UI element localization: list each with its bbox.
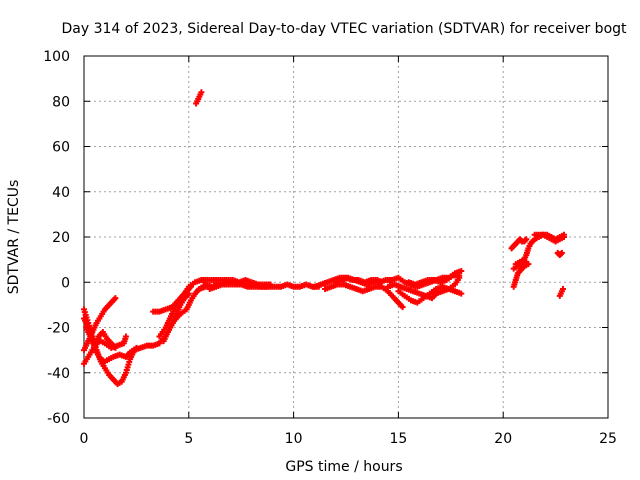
y-tick-label: 0 xyxy=(61,275,70,291)
data-point xyxy=(560,231,567,238)
data-segment xyxy=(510,258,530,272)
y-axis-label: SDTVAR / TECUs xyxy=(6,180,22,295)
y-tick-label: 80 xyxy=(52,94,70,110)
data-segment xyxy=(405,272,463,288)
data-segment xyxy=(531,231,567,243)
x-tick-label: 25 xyxy=(599,431,617,447)
data-point xyxy=(558,249,565,256)
y-tick-label: 20 xyxy=(52,230,70,246)
y-tick-label: 60 xyxy=(52,140,70,156)
data-point xyxy=(112,344,119,351)
data-marks xyxy=(81,89,567,388)
grid xyxy=(84,56,608,418)
data-point xyxy=(456,272,463,279)
axes: 0 5 10 15 20 25 -60 -40 -20 0 20 40 60 80 100 xyxy=(43,49,617,447)
data-segment xyxy=(556,286,566,299)
y-tick-label: -60 xyxy=(47,411,70,427)
data-segment xyxy=(206,281,270,293)
x-tick-label: 5 xyxy=(184,431,193,447)
data-point xyxy=(185,290,192,297)
data-point xyxy=(523,258,530,265)
data-segment xyxy=(193,89,205,107)
data-point xyxy=(112,295,119,302)
data-point xyxy=(122,333,129,340)
data-point xyxy=(559,286,566,293)
y-tick-label: 100 xyxy=(43,49,70,65)
y-tick-label: -20 xyxy=(47,321,70,337)
data-point xyxy=(458,267,465,274)
y-tick-label: -40 xyxy=(47,366,70,382)
data-segment xyxy=(83,324,119,351)
data-point xyxy=(133,344,140,351)
data-point xyxy=(399,304,406,311)
data-segment xyxy=(554,249,565,259)
chart-title: Day 314 of 2023, Sidereal Day-to-day VTE… xyxy=(61,21,627,37)
data-segment xyxy=(508,236,530,252)
y-tick-label: 40 xyxy=(52,185,70,201)
x-tick-label: 20 xyxy=(494,431,512,447)
data-segment xyxy=(160,290,192,345)
data-point xyxy=(458,290,465,297)
x-tick-label: 15 xyxy=(389,431,407,447)
data-point xyxy=(198,89,205,96)
data-point xyxy=(187,283,194,290)
data-point xyxy=(267,281,274,288)
data-point xyxy=(263,283,270,290)
data-point xyxy=(523,236,530,243)
x-tick-label: 10 xyxy=(285,431,303,447)
x-axis-label: GPS time / hours xyxy=(285,459,402,475)
x-tick-label: 0 xyxy=(80,431,89,447)
